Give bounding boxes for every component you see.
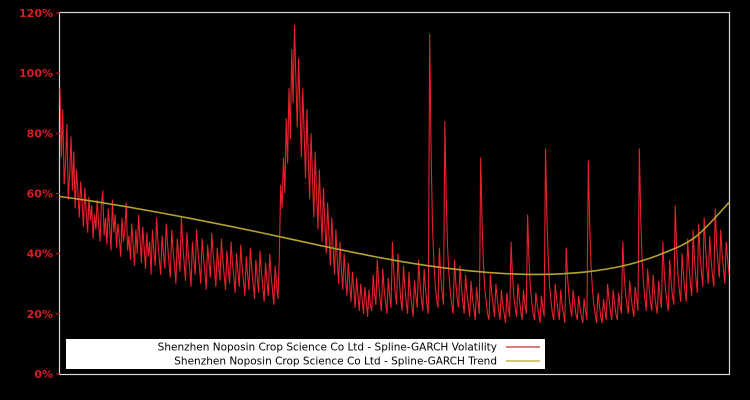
y-tick-label: 0% [34, 368, 53, 381]
chart-legend[interactable]: Shenzhen Noposin Crop Science Co Ltd - S… [66, 339, 545, 369]
legend-item-volatility-label: Shenzhen Noposin Crop Science Co Ltd - S… [158, 342, 497, 354]
y-tick-label: 120% [19, 7, 53, 20]
y-tick-label: 20% [27, 308, 53, 321]
y-tick-label: 60% [27, 188, 53, 201]
y-tick-label: 100% [19, 67, 53, 80]
y-tick-label: 80% [27, 127, 53, 140]
trend-series-line [59, 195, 730, 276]
legend-item-trend-label: Shenzhen Noposin Crop Science Co Ltd - S… [174, 356, 497, 368]
y-axis-tick-labels: 0% 20% 40% 60% 80% 100% 120% [19, 7, 60, 381]
data-series-layer [59, 25, 730, 323]
legend-background [66, 339, 545, 369]
y-tick-label: 40% [27, 248, 53, 261]
volatility-series-line [59, 25, 730, 323]
